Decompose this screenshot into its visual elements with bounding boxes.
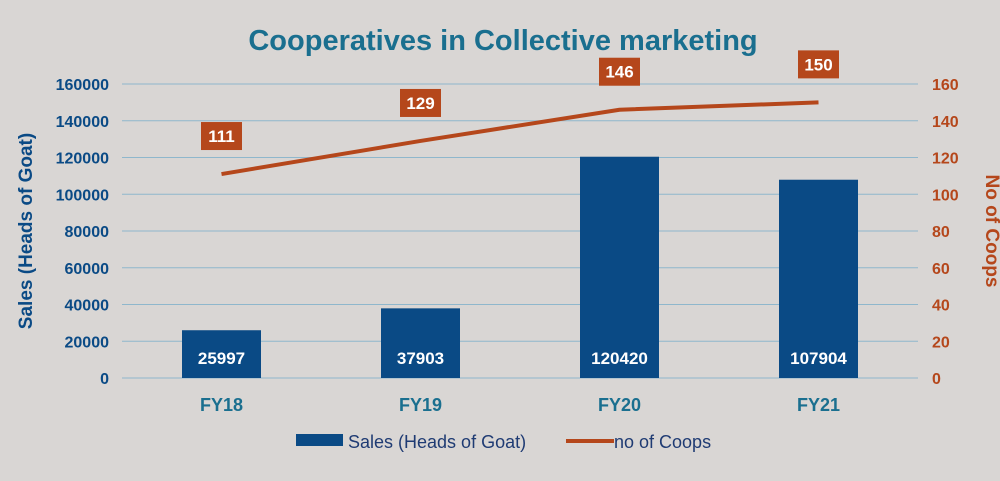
legend: Sales (Heads of Goat) no of Coops	[296, 432, 711, 452]
left-tick-label: 20000	[65, 334, 110, 351]
bar	[779, 179, 858, 378]
line-value-box	[798, 50, 839, 79]
line-series	[221, 100, 819, 177]
bar-data-labels: 25997 37903 120420 107904	[198, 349, 848, 368]
line-data-labels: 111 129 146 150	[201, 50, 839, 151]
category-label: FY20	[598, 395, 641, 415]
right-tick-label: 40	[932, 298, 950, 315]
left-axis-title: Sales (Heads of Goat)	[16, 133, 37, 329]
category-label: FY21	[797, 395, 840, 415]
left-tick-label: 60000	[65, 261, 110, 278]
right-tick-label: 120	[932, 151, 959, 168]
bar	[580, 156, 659, 378]
left-axis-ticks: 0 20000 40000 60000 80000 100000 120000 140000 1…	[56, 77, 109, 388]
chart-title: Cooperatives in Collective marketing	[248, 25, 757, 57]
category-label: FY19	[399, 395, 442, 415]
right-tick-label: 100	[932, 187, 959, 204]
left-tick-label: 100000	[56, 187, 109, 204]
right-tick-label: 140	[932, 114, 959, 131]
right-tick-label: 60	[932, 261, 950, 278]
left-tick-label: 80000	[65, 224, 110, 241]
right-axis-title: No of Coops	[981, 175, 1000, 288]
category-axis-labels: FY18 FY19 FY20 FY21	[200, 395, 840, 415]
right-tick-label: 80	[932, 224, 950, 241]
left-tick-label: 120000	[56, 151, 109, 168]
right-tick-label: 160	[932, 77, 959, 94]
line-value-label: 129	[406, 94, 434, 113]
legend-line-label: no of Coops	[614, 432, 711, 452]
bar-value-label: 25997	[198, 349, 245, 368]
legend-bar-swatch	[296, 434, 343, 446]
right-axis-ticks: 0 20 40 60 80 100 120 140 160	[932, 77, 959, 388]
line-value-box	[201, 122, 242, 151]
bar-value-label: 107904	[790, 349, 847, 368]
bar	[381, 308, 460, 378]
left-tick-label: 160000	[56, 77, 109, 94]
line-value-label: 111	[208, 127, 235, 146]
line-value-label: 150	[804, 55, 832, 74]
line-value-label: 146	[605, 63, 633, 82]
category-label: FY18	[200, 395, 243, 415]
left-tick-label: 40000	[65, 298, 110, 315]
left-tick-label: 140000	[56, 114, 109, 131]
coops-line	[221, 100, 819, 177]
line-value-box	[599, 57, 640, 86]
bar	[182, 330, 261, 378]
right-tick-label: 20	[932, 334, 950, 351]
bar-value-label: 120420	[591, 349, 648, 368]
bar-series	[182, 156, 858, 378]
line-value-box	[400, 88, 441, 117]
legend-bar-label: Sales (Heads of Goat)	[348, 432, 526, 452]
right-tick-label: 0	[932, 371, 941, 388]
left-tick-label: 0	[100, 371, 109, 388]
bar-value-label: 37903	[397, 349, 444, 368]
